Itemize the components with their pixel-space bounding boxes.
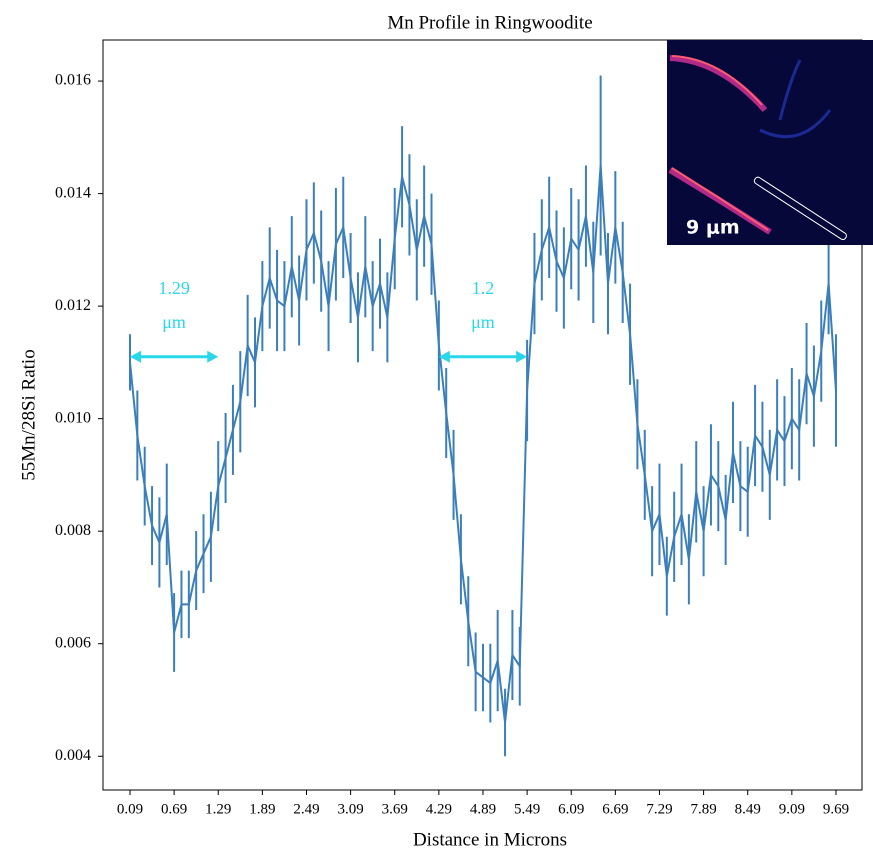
- inset-feature: [671, 55, 763, 106]
- x-tick-label: 6.69: [602, 801, 628, 817]
- data-line: [128, 165, 837, 723]
- x-tick-label: 9.09: [779, 801, 805, 817]
- arrow-head: [516, 350, 528, 363]
- y-axis-label: 55Mn/28Si Ratio: [18, 349, 39, 480]
- y-tick-label: 0.004: [55, 747, 91, 764]
- x-tick-label: 6.09: [558, 801, 584, 817]
- y-tick-label: 0.014: [55, 184, 91, 201]
- inset-feature: [671, 167, 769, 231]
- x-tick-label: 7.89: [690, 801, 716, 817]
- y-tick-label: 0.012: [55, 297, 91, 314]
- annotation-text: 1.2: [472, 278, 495, 298]
- x-axis-label: Distance in Microns: [413, 829, 567, 850]
- arrow-head: [129, 350, 141, 363]
- arrow-head: [207, 350, 219, 363]
- inset-feature: [759, 59, 832, 139]
- x-tick-label: 0.69: [161, 801, 187, 817]
- y-tick-label: 0.008: [55, 522, 91, 539]
- x-tick-label: 9.69: [823, 801, 849, 817]
- inset-scan-line: [753, 176, 847, 241]
- inset-image: 9 μm: [667, 40, 873, 245]
- inset-background: [667, 40, 873, 245]
- annotation-text: μm: [471, 312, 495, 332]
- x-tick-label: 0.09: [117, 801, 143, 817]
- x-tick-label: 4.29: [426, 801, 452, 817]
- inset-label: 9 μm: [686, 217, 740, 239]
- y-tick-label: 0.006: [55, 634, 91, 651]
- arrow-head: [438, 350, 450, 363]
- x-tick-label: 8.49: [735, 801, 761, 817]
- x-tick-label: 3.09: [337, 801, 363, 817]
- chart-title: Mn Profile in Ringwoodite: [387, 12, 592, 33]
- y-tick-label: 0.010: [55, 409, 91, 426]
- x-tick-label: 5.49: [514, 801, 540, 817]
- x-tick-label: 7.29: [646, 801, 672, 817]
- x-tick-label: 3.69: [382, 801, 408, 817]
- annotation-text: μm: [162, 312, 186, 332]
- x-tick-label: 1.89: [249, 801, 275, 817]
- x-tick-label: 1.29: [205, 801, 231, 817]
- x-tick-label: 4.89: [470, 801, 496, 817]
- y-tick-label: 0.016: [55, 72, 91, 89]
- inset-feature: [669, 55, 768, 113]
- annotation-text: 1.29: [158, 278, 190, 298]
- x-tick-label: 2.49: [293, 801, 319, 817]
